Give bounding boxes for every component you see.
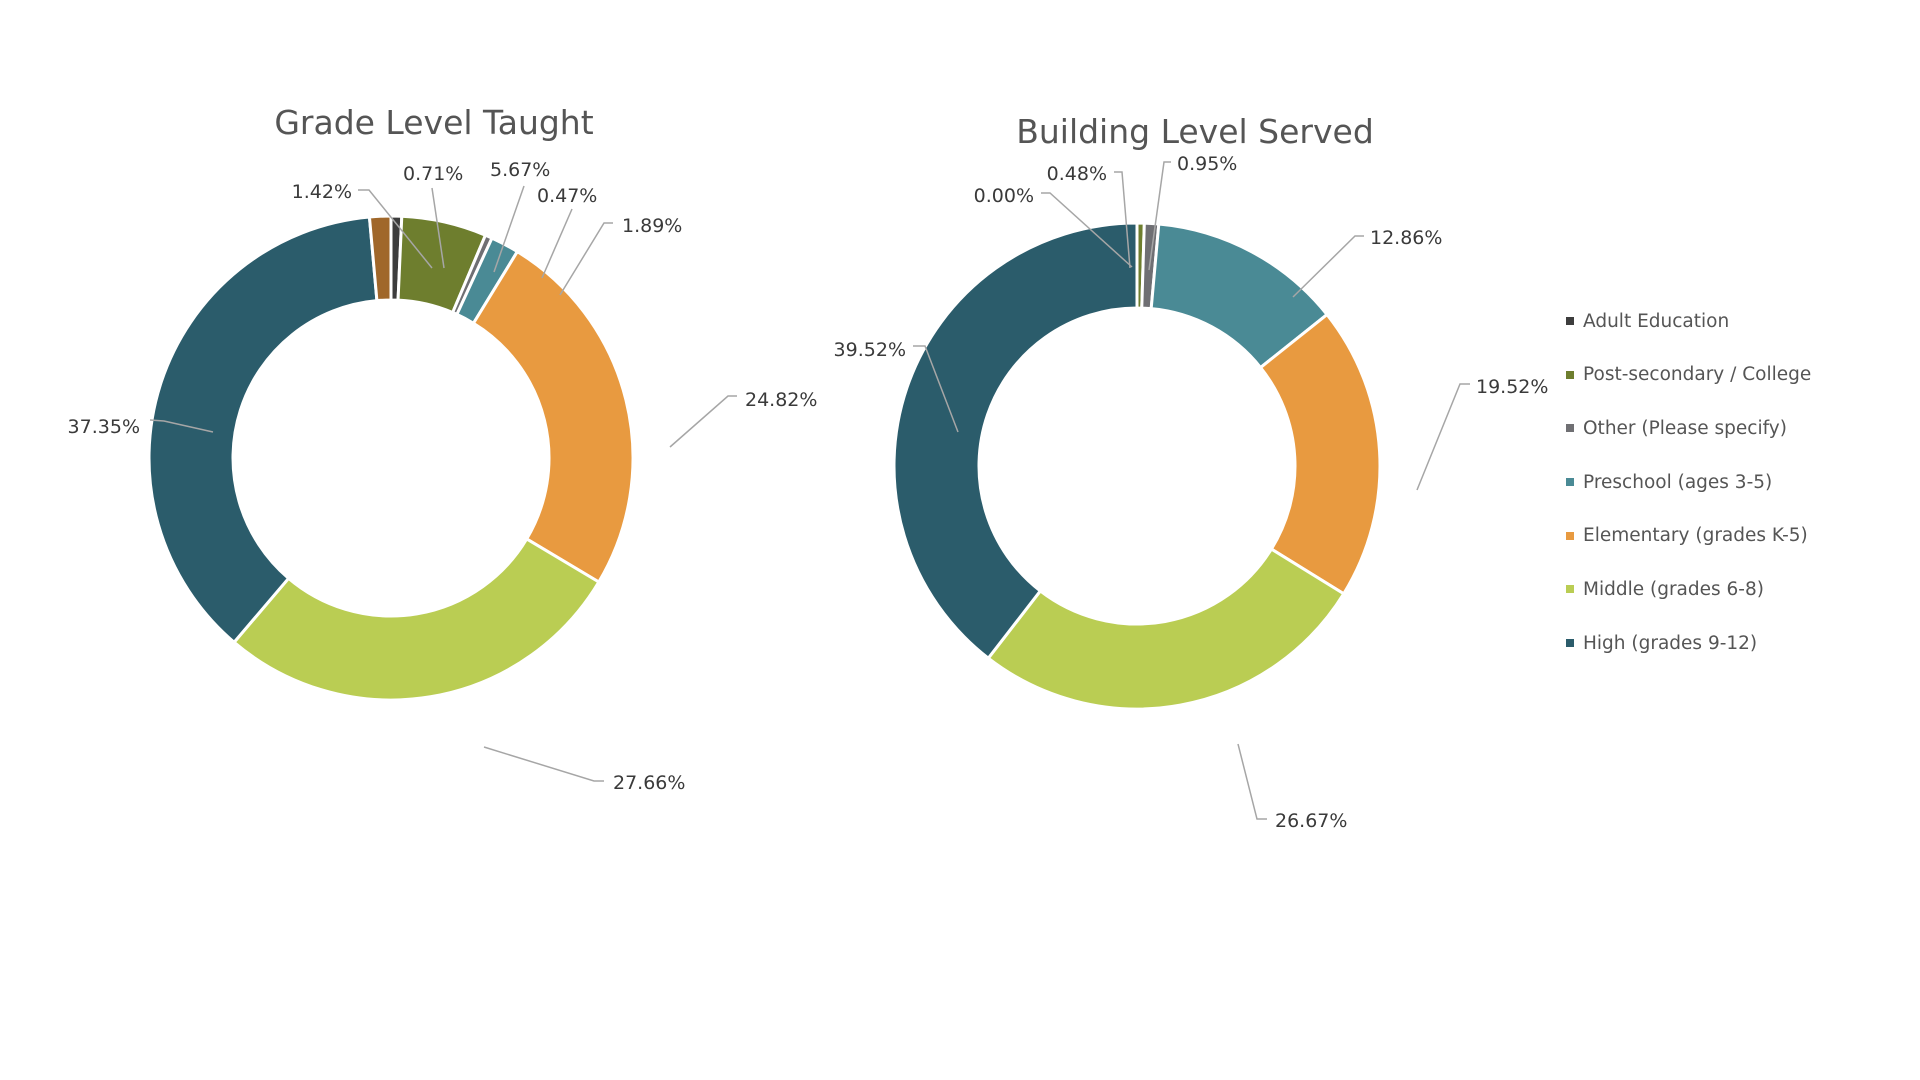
legend-swatch (1566, 531, 1574, 540)
donut-slice-middle-grades-6-8 (986, 546, 1346, 711)
donut-slice-high-grades-9-12 (892, 221, 1139, 661)
leader-line (541, 208, 573, 279)
data-label: 19.52% (1476, 376, 1548, 398)
leader-line (358, 189, 433, 269)
chart-title-building-level: Building Level Served (1016, 112, 1374, 151)
legend-swatch (1566, 639, 1574, 648)
data-label: 37.35% (68, 416, 140, 438)
data-label: 0.71% (403, 163, 463, 185)
data-label: 24.82% (745, 389, 817, 411)
data-label: 27.66% (613, 772, 685, 794)
legend-label: Middle (grades 6-8) (1583, 578, 1764, 600)
donut-slice-high-grades-9-12 (147, 215, 379, 645)
leader-line (483, 746, 604, 782)
legend: Adult Education Post-secondary / College… (1566, 308, 1906, 684)
data-label: 0.00% (974, 185, 1034, 207)
leader-line (1041, 192, 1133, 268)
legend-item: Middle (grades 6-8) (1566, 576, 1906, 602)
legend-item: Post-secondary / College (1566, 362, 1906, 388)
leader-line (1416, 383, 1470, 491)
data-label: 1.89% (622, 215, 682, 237)
leader-line (1114, 171, 1131, 269)
chart-title-grade-level: Grade Level Taught (274, 103, 593, 142)
data-label: 1.42% (292, 181, 352, 203)
data-label: 0.47% (537, 185, 597, 207)
legend-swatch (1566, 370, 1574, 379)
legend-label: Other (Please specify) (1583, 417, 1787, 439)
donut-building-level: 0.00% 0.48% 0.95% 12.86% 19.52% 26.67% 39.52% (834, 153, 1549, 832)
legend-label: Preschool (ages 3-5) (1583, 471, 1773, 493)
donut-slice-unlabeled (367, 214, 393, 303)
data-label: 5.67% (490, 159, 550, 181)
legend-label: High (grades 9-12) (1583, 632, 1758, 654)
legend-label: Elementary (grades K-5) (1583, 525, 1808, 547)
legend-item: Adult Education (1566, 308, 1906, 334)
leader-line (1292, 235, 1364, 298)
leader-line (913, 345, 959, 433)
legend-label: Adult Education (1583, 310, 1730, 332)
data-label: 0.48% (1047, 163, 1107, 185)
leader-line (1148, 161, 1171, 271)
legend-swatch (1566, 478, 1574, 487)
donut-slice-elementary-grades-k-5 (471, 249, 635, 585)
legend-item: Other (Please specify) (1566, 415, 1906, 441)
leader-line (669, 395, 737, 448)
donut-slice-middle-grades-6-8 (231, 536, 601, 702)
legend-swatch (1566, 424, 1574, 433)
donut-grade-level: 0.71% 5.67% 0.47% 1.89% 24.82% 27.66% 37.35% 1.… (68, 159, 818, 794)
legend-label: Post-secondary / College (1583, 364, 1812, 386)
leader-line (431, 187, 445, 269)
data-label: 39.52% (834, 339, 906, 361)
data-label: 12.86% (1370, 227, 1442, 249)
leader-line (1237, 743, 1267, 820)
leader-line (559, 222, 613, 296)
legend-item: High (grades 9-12) (1566, 630, 1906, 656)
legend-item: Preschool (ages 3-5) (1566, 469, 1906, 495)
legend-swatch (1566, 585, 1574, 594)
data-label: 26.67% (1275, 810, 1347, 832)
leader-line (493, 185, 525, 273)
legend-swatch (1566, 317, 1574, 325)
leader-line (149, 419, 214, 433)
legend-item: Elementary (grades K-5) (1566, 523, 1906, 549)
data-label: 0.95% (1177, 153, 1237, 175)
